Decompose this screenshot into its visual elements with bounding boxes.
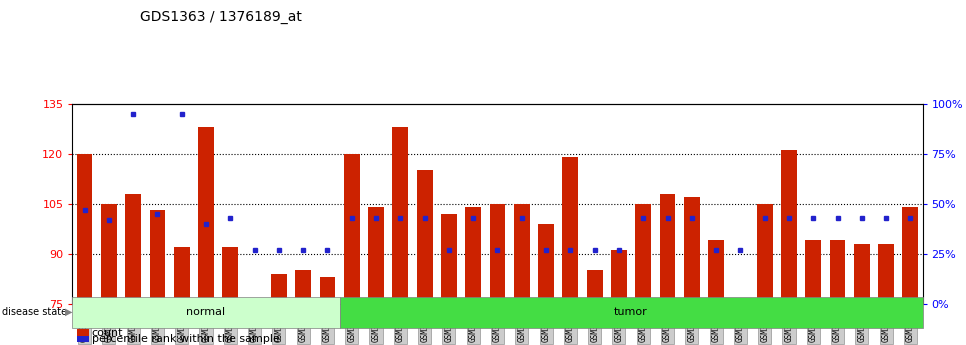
Bar: [344, 154, 359, 304]
Bar: [660, 194, 675, 304]
Bar: [150, 210, 165, 304]
Bar: [222, 247, 239, 304]
Text: tumor: tumor: [614, 307, 648, 317]
Bar: [320, 277, 335, 304]
Bar: [878, 244, 894, 304]
Bar: [126, 194, 141, 304]
Bar: [854, 244, 869, 304]
Bar: [441, 214, 457, 304]
Bar: [806, 240, 821, 304]
Bar: [76, 154, 93, 304]
Text: ▶: ▶: [65, 307, 72, 317]
Bar: [684, 197, 699, 304]
Bar: [101, 204, 117, 304]
Bar: [368, 207, 384, 304]
Bar: [902, 207, 919, 304]
Bar: [636, 204, 651, 304]
Bar: [340, 297, 923, 328]
Bar: [246, 300, 263, 304]
Bar: [562, 157, 579, 304]
Bar: [72, 297, 340, 328]
Bar: [732, 300, 749, 304]
Bar: [830, 240, 845, 304]
Bar: [514, 204, 529, 304]
Bar: [490, 204, 505, 304]
Bar: [296, 270, 311, 304]
Bar: [538, 224, 554, 304]
Text: disease state: disease state: [2, 307, 67, 317]
Bar: [271, 274, 287, 304]
Text: normal: normal: [186, 307, 226, 317]
Bar: [416, 170, 433, 304]
Bar: [708, 240, 724, 304]
Bar: [392, 127, 409, 304]
Bar: [466, 207, 481, 304]
Bar: [756, 204, 773, 304]
Bar: [586, 270, 603, 304]
Bar: [174, 247, 189, 304]
Bar: [781, 150, 797, 304]
Text: count: count: [92, 328, 124, 337]
Bar: [611, 250, 627, 304]
Text: percentile rank within the sample: percentile rank within the sample: [92, 334, 279, 344]
Bar: [198, 127, 213, 304]
Text: GDS1363 / 1376189_at: GDS1363 / 1376189_at: [140, 10, 302, 24]
